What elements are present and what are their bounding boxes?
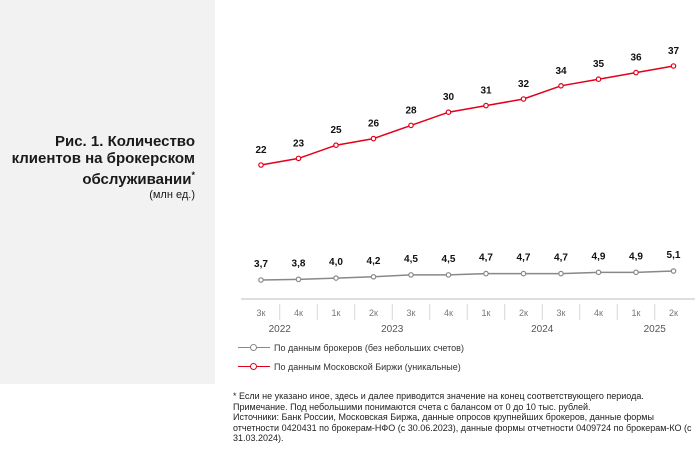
data-label-1: 4,7 (554, 253, 568, 264)
series-line-0 (260, 65, 674, 166)
data-point-1 (408, 272, 414, 278)
x-tick-label: 4к (294, 308, 303, 318)
data-point-0 (333, 142, 339, 149)
data-label-1: 5,1 (667, 250, 681, 261)
data-point-0 (670, 63, 677, 69)
line-chart: 3к 4к 1к 2к 3к 4к 1к 2к 3к 4к 1к 2к 2022 2023 2024 2025… (241, 46, 695, 335)
data-label-1: 4,0 (329, 257, 343, 268)
legend-item-moex: По данным Московской Биржи (уникальные) (238, 357, 464, 376)
x-tick-label: 2к (519, 308, 528, 318)
chart-title-block: Рис. 1. Количество клиентов на брокерско… (5, 133, 195, 201)
data-point-0 (595, 76, 602, 83)
data-point-1 (520, 270, 527, 277)
legend-label-moex: По данным Московской Биржи (уникальные) (274, 361, 461, 372)
data-label-1: 3,8 (292, 258, 306, 269)
x-year-label: 2024 (531, 324, 554, 335)
data-label-1: 4,5 (404, 254, 418, 265)
x-tick-label: 4к (444, 308, 453, 318)
x-tick-label: 1к (482, 308, 491, 318)
x-year-label: 2025 (644, 324, 667, 335)
x-tick-label: 1к (332, 308, 341, 318)
data-label-0: 30 (443, 92, 455, 103)
x-tick-label: 3к (407, 308, 416, 318)
x-tick-label: 2к (369, 308, 378, 318)
data-point-0 (408, 122, 414, 129)
data-point-0 (370, 135, 377, 142)
legend-label-brokers: По данным брокеров (без небольших счетов… (274, 342, 464, 353)
chart-title: Рис. 1. Количество клиентов на брокерско… (5, 133, 195, 188)
x-year-label: 2023 (381, 324, 404, 335)
remark-text: Примечание. Под небольшими понимаются сч… (233, 401, 591, 412)
data-point-1 (445, 272, 452, 278)
data-label-0: 32 (518, 79, 530, 90)
data-label-1: 4,9 (592, 251, 606, 262)
data-label-0: 23 (293, 138, 305, 149)
chart-legend: По данным брокеров (без небольших счетов… (238, 338, 464, 376)
data-point-1 (333, 275, 339, 281)
legend-swatch-brokers (238, 343, 270, 353)
x-tick-label: 3к (557, 308, 566, 318)
data-label-1: 4,7 (517, 253, 531, 264)
data-label-1: 4,7 (479, 253, 493, 264)
data-label-0: 37 (668, 46, 680, 57)
data-point-0 (258, 162, 264, 168)
data-point-1 (483, 270, 489, 277)
data-point-1 (558, 270, 564, 277)
x-tick-label: 2к (669, 308, 678, 318)
data-point-0 (445, 109, 452, 116)
data-label-1: 3,7 (254, 259, 268, 270)
x-year-label: 2022 (269, 324, 292, 335)
x-tick-label: 3к (257, 308, 266, 318)
data-label-0: 31 (480, 86, 492, 97)
x-tick-label: 4к (594, 308, 603, 318)
data-label-1: 4,9 (629, 251, 643, 262)
data-label-0: 28 (405, 105, 417, 116)
data-label-0: 36 (630, 53, 642, 64)
data-label-0: 26 (368, 119, 380, 130)
data-point-0 (295, 155, 302, 162)
data-label-1: 4,5 (442, 254, 456, 265)
data-label-1: 4,2 (367, 256, 381, 267)
series-line-1 (260, 270, 674, 281)
data-point-1 (258, 277, 264, 283)
chart-units: (млн ед.) (149, 189, 195, 201)
data-point-1 (633, 269, 639, 276)
data-point-0 (520, 96, 527, 102)
footnote-text: * Если не указано иное, здесь и далее пр… (233, 391, 644, 401)
legend-swatch-moex (238, 362, 270, 372)
chart-notes: * Если не указано иное, здесь и далее пр… (233, 391, 693, 444)
title-footnote-mark: * (191, 170, 195, 180)
chart-title-text: Рис. 1. Количество клиентов на брокерско… (11, 133, 195, 188)
legend-item-brokers: По данным брокеров (без небольших счетов… (238, 338, 464, 357)
data-label-0: 34 (555, 66, 567, 77)
data-point-1 (370, 273, 377, 280)
sources-text: Источники: Банк России, Московская Биржа… (233, 412, 692, 444)
data-point-1 (295, 276, 302, 283)
title-panel: Рис. 1. Количество клиентов на брокерско… (0, 0, 215, 384)
data-point-0 (483, 102, 489, 109)
data-label-0: 25 (330, 125, 342, 136)
x-tick-label: 1к (632, 308, 641, 318)
data-label-0: 22 (255, 145, 267, 156)
data-point-0 (633, 69, 639, 76)
data-point-1 (670, 268, 677, 274)
data-point-0 (558, 83, 564, 89)
data-point-1 (595, 269, 602, 276)
data-label-0: 35 (593, 59, 605, 70)
